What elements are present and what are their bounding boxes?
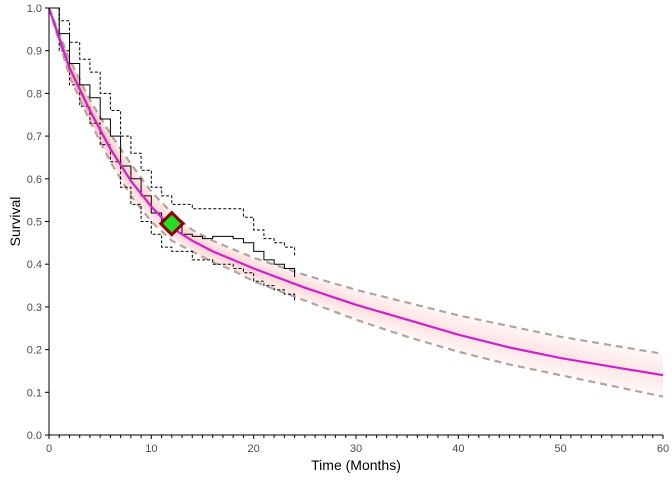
simulation-curve xyxy=(48,7,664,390)
y-tick-label: 0.8 xyxy=(27,88,42,100)
y-tick-label: 0.6 xyxy=(27,174,42,186)
simulation-curve xyxy=(48,7,664,393)
x-axis-title: Time (Months) xyxy=(311,457,401,473)
x-tick-label: 40 xyxy=(452,443,464,455)
simulation-curve xyxy=(48,7,664,391)
x-tick-label: 0 xyxy=(46,443,52,455)
simulation-curve xyxy=(48,7,664,388)
y-tick-label: 1.0 xyxy=(27,3,42,15)
y-axis-title: Survival xyxy=(7,197,23,247)
fit-upper-interval-line xyxy=(47,7,664,355)
y-tick-label: 0.9 xyxy=(27,46,42,58)
x-axis-ticks: 0 10 20 30 40 50 60 xyxy=(46,435,669,455)
simulation-band xyxy=(48,7,664,396)
y-axis-ticks: 0.0 0.1 0.2 0.3 0.4 0.5 0.6 0.7 0.8 0.9 1.0 xyxy=(27,3,49,442)
x-tick-label: 10 xyxy=(145,443,157,455)
x-tick-label: 20 xyxy=(248,443,260,455)
simulation-curve xyxy=(48,7,664,357)
simulation-curve xyxy=(48,7,664,357)
marker-layer xyxy=(158,210,185,237)
y-tick-label: 0.2 xyxy=(27,345,42,357)
kaplan-meier-upper-ci-line xyxy=(49,7,296,256)
simulation-curve xyxy=(48,7,664,394)
simulation-curve xyxy=(48,7,664,389)
simulation-curve xyxy=(48,7,664,387)
simulation-curve xyxy=(48,7,664,396)
y-tick-label: 0.0 xyxy=(27,430,42,442)
diamond-marker xyxy=(158,210,185,237)
simulation-curve xyxy=(48,7,664,358)
y-tick-label: 0.7 xyxy=(27,131,42,143)
y-tick-label: 0.3 xyxy=(27,302,42,314)
simulation-curve xyxy=(48,7,664,389)
fit-lower-interval-line xyxy=(47,7,664,398)
y-tick-label: 0.4 xyxy=(27,259,42,271)
x-tick-label: 60 xyxy=(657,443,669,455)
y-tick-label: 0.1 xyxy=(27,387,42,399)
simulation-curve xyxy=(48,7,664,392)
y-tick-label: 0.5 xyxy=(27,217,42,229)
x-tick-label: 30 xyxy=(350,443,362,455)
median-fit-line xyxy=(47,7,664,377)
simulation-curve xyxy=(48,7,664,359)
x-tick-label: 50 xyxy=(555,443,567,455)
simulation-curve xyxy=(48,7,664,395)
axes-layer: 0 10 20 30 40 50 60 0.00.10.20.30.40.50.60.70.… xyxy=(27,3,669,455)
